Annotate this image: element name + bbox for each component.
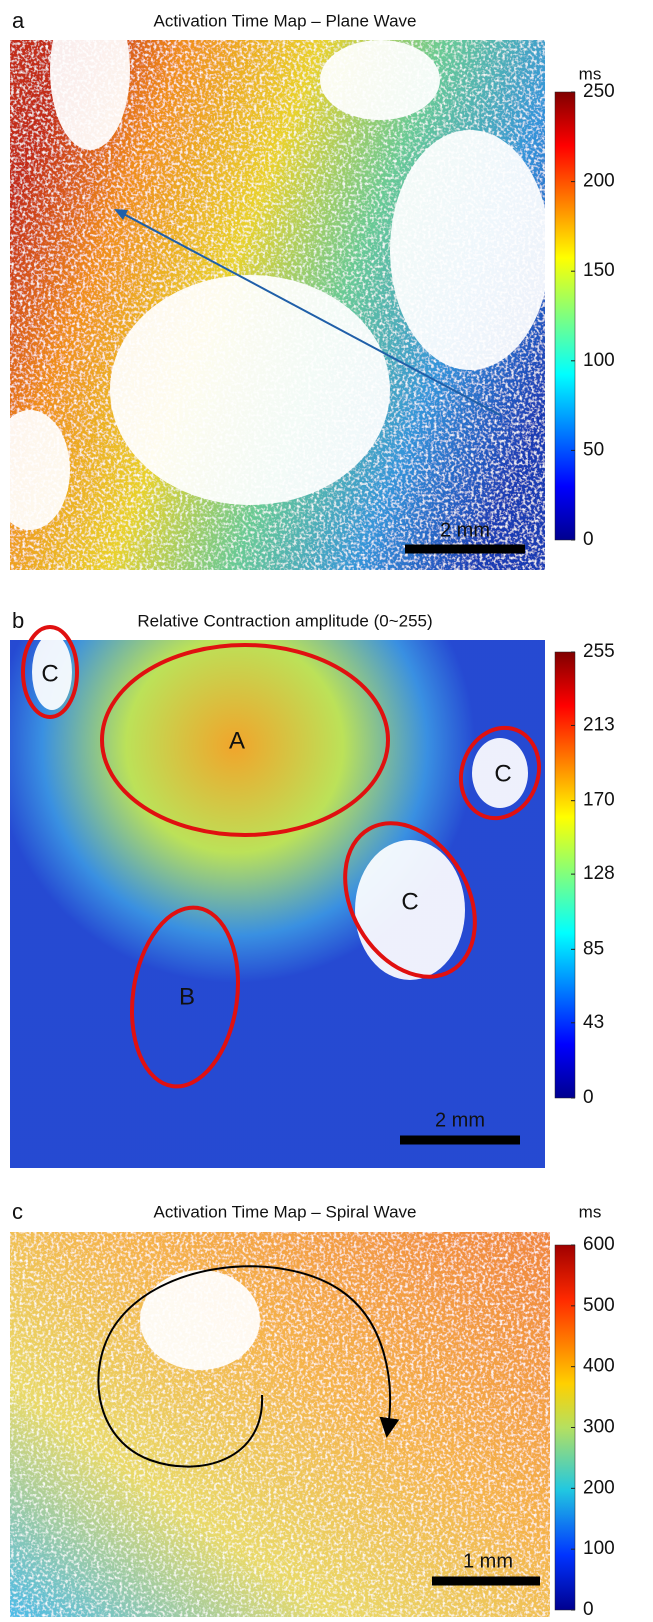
colorbar-tick-label: 200 [583,171,615,192]
colorbar-tick-label: 100 [583,350,615,371]
region-label: C [41,660,58,687]
colorbar-tick-label: 600 [583,1234,615,1255]
colorbar-unit: ms [579,1202,602,1221]
panel-label: b [12,608,24,633]
figure: a Activation Time Map – Plane Wave ms 0 50 10… [0,0,653,1617]
colorbar-tick-label: 170 [583,790,615,811]
panels: a Activation Time Map – Plane Wave ms 0 50 10… [0,0,615,1617]
scale-bar-label: 2 mm [440,519,490,541]
panel: c Activation Time Map – Spiral Wave ms 0 100… [10,1199,615,1617]
panel-label: c [12,1199,23,1224]
scale-bar-label: 1 mm [463,1550,513,1572]
map-gap [140,1270,260,1370]
colorbar-tick-label: 128 [583,863,615,884]
colorbar-tick-label: 150 [583,260,615,281]
panel-label: a [12,8,25,33]
colorbar-tick-label: 400 [583,1356,615,1377]
colorbar [555,92,575,540]
map-gap [320,40,440,120]
map-gap [390,130,550,370]
region-label: C [494,760,511,787]
panel: b Relative Contraction amplitude (0~255) 0… [10,608,615,1168]
colorbar-tick-label: 250 [583,81,615,102]
panel-title: Activation Time Map – Spiral Wave [154,1202,417,1221]
colorbar-tick-label: 0 [583,529,594,550]
colorbar-tick-label: 255 [583,641,615,662]
colorbar [555,652,575,1098]
colorbar-tick-label: 50 [583,439,604,460]
colorbar-tick-label: 300 [583,1417,615,1438]
scale-bar-label: 2 mm [435,1109,485,1131]
colorbar-tick-label: 500 [583,1295,615,1316]
page: {"panels": [ {"label": "a", "title": "Ac… [0,0,653,1617]
colorbar-tick-label: 85 [583,938,604,959]
panel-title: Relative Contraction amplitude (0~255) [137,611,432,630]
colorbar-tick-label: 200 [583,1477,615,1498]
panel-title: Activation Time Map – Plane Wave [154,11,417,30]
region-label: B [179,983,195,1010]
region-label: C [401,888,418,915]
colorbar-tick-label: 0 [583,1087,594,1108]
colorbar-tick-label: 100 [583,1538,615,1559]
colorbar-tick-label: 0 [583,1599,594,1617]
colorbar-tick-label: 213 [583,714,615,735]
map-gap [110,275,390,505]
colorbar-tick-label: 43 [583,1012,604,1033]
region-label: A [229,727,245,754]
